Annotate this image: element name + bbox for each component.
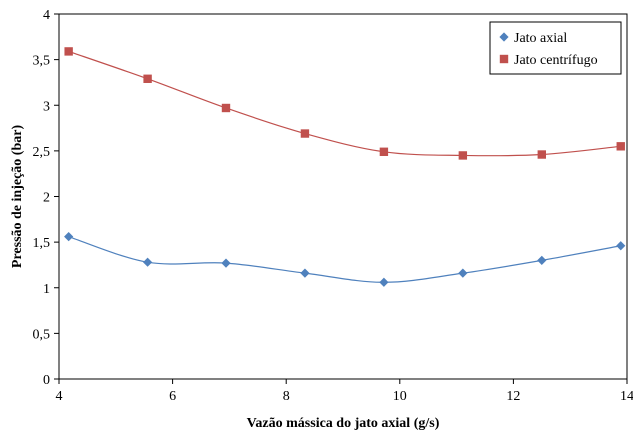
data-point-square: [616, 142, 625, 151]
x-tick-label: 10: [393, 389, 407, 404]
data-point-diamond: [143, 257, 153, 267]
data-point-square: [221, 103, 231, 113]
x-tick-label: 6: [169, 389, 176, 404]
legend-item-jato-axial: Jato axial: [499, 31, 567, 46]
y-tick-label: 2,5: [33, 145, 51, 160]
data-point-diamond: [221, 258, 231, 268]
y-tick-label: 4: [43, 8, 50, 23]
y-axis: 0 0,5 1 1,5 2 2,5 3 3,5 4: [33, 8, 59, 388]
y-tick-label: 0: [43, 373, 50, 388]
data-point-square: [537, 150, 546, 159]
data-point-diamond: [458, 268, 468, 278]
x-axis-title: Vazão mássica do jato axial (g/s): [247, 416, 440, 431]
x-tick-label: 8: [283, 389, 290, 404]
y-tick-label: 1,5: [33, 236, 51, 251]
x-tick-label: 4: [56, 389, 63, 404]
series-layer: [64, 47, 626, 287]
series-jato-centrifugo: [64, 47, 625, 160]
y-tick-label: 3: [43, 99, 50, 114]
data-point-diamond: [616, 241, 626, 251]
data-point-diamond: [300, 268, 310, 278]
data-point-square: [379, 147, 389, 156]
data-point-square: [458, 151, 468, 160]
data-point-diamond: [379, 277, 389, 287]
x-tick-label: 12: [506, 389, 520, 404]
data-point-square: [300, 129, 310, 138]
y-tick-label: 0,5: [33, 327, 51, 342]
y-tick-label: 2: [43, 191, 50, 206]
data-point-square: [143, 74, 152, 83]
legend-marker-diamond: [499, 32, 509, 42]
y-axis-title: Pressão de injeção (bar): [10, 125, 25, 269]
legend-label: Jato centrífugo: [514, 53, 598, 68]
data-point-diamond: [537, 255, 547, 265]
series-jato-axial: [64, 232, 626, 287]
series-line: [68, 236, 621, 283]
legend-item-jato-centrifugo: Jato centrífugo: [499, 53, 598, 68]
legend: Jato axial Jato centrífugo: [489, 21, 622, 75]
data-point-diamond: [64, 232, 74, 242]
y-tick-label: 3,5: [33, 54, 51, 69]
legend-box: [489, 21, 622, 75]
x-axis: 4 6 8 10 12 14: [56, 379, 633, 404]
legend-label: Jato axial: [514, 31, 567, 46]
y-tick-label: 1: [43, 282, 50, 297]
data-point-square: [64, 47, 73, 56]
legend-marker-square: [499, 54, 509, 64]
x-tick-label: 14: [620, 389, 633, 404]
